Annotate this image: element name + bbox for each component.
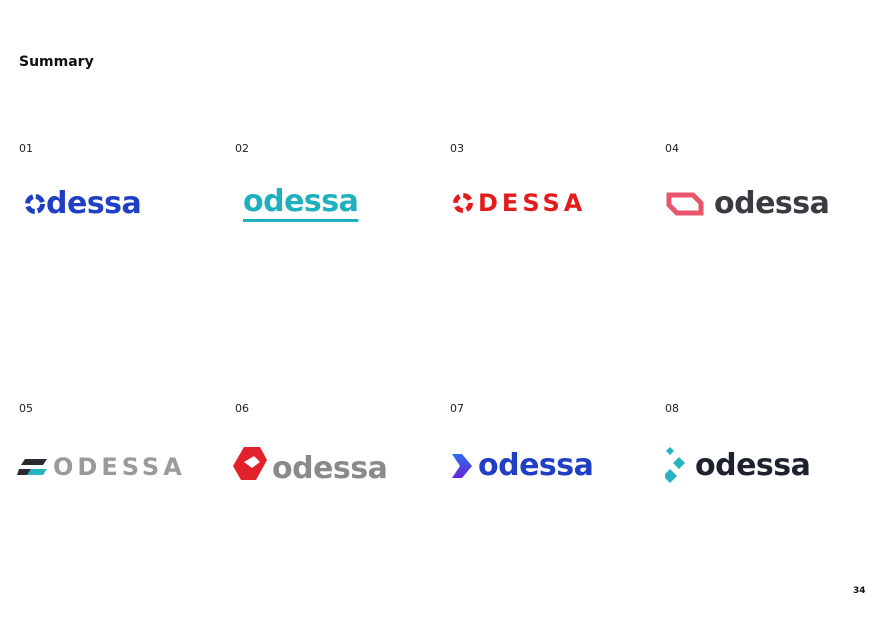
logo: odessa [243,182,359,222]
page-title: Summary [19,54,94,70]
logo-number: 04 [665,142,679,155]
logo: odessa [665,446,811,486]
wordmark: DESSA [478,189,587,217]
logo: odessa [450,446,594,486]
logo-number: 03 [450,142,464,155]
page-number: 34 [853,586,866,596]
wordmark: odessa [243,184,359,219]
logo-icon [665,447,685,483]
wordmark: odessa [478,448,594,483]
logo: dessa [24,184,142,224]
logo-number: 05 [19,402,33,415]
logo-icon [453,193,473,213]
wordmark: dessa [46,186,142,221]
logo-icon [17,459,47,475]
wordmark: odessa [695,448,811,483]
logo: DESSA [452,183,586,223]
wordmark: odessa [272,451,388,486]
logo-number: 02 [235,142,249,155]
wordmark: ODESSA [53,453,186,481]
logo-icon [25,194,45,214]
logo-icon [233,447,267,480]
wordmark: odessa [714,186,830,221]
logo-number: 07 [450,402,464,415]
logo: odessa [666,184,830,224]
logo-number: 08 [665,402,679,415]
logo-number: 01 [19,142,33,155]
logo-number: 06 [235,402,249,415]
logo-icon [452,454,472,478]
logo: odessa [232,444,388,486]
logo-icon [666,192,704,216]
logo: ODESSA [17,447,186,487]
